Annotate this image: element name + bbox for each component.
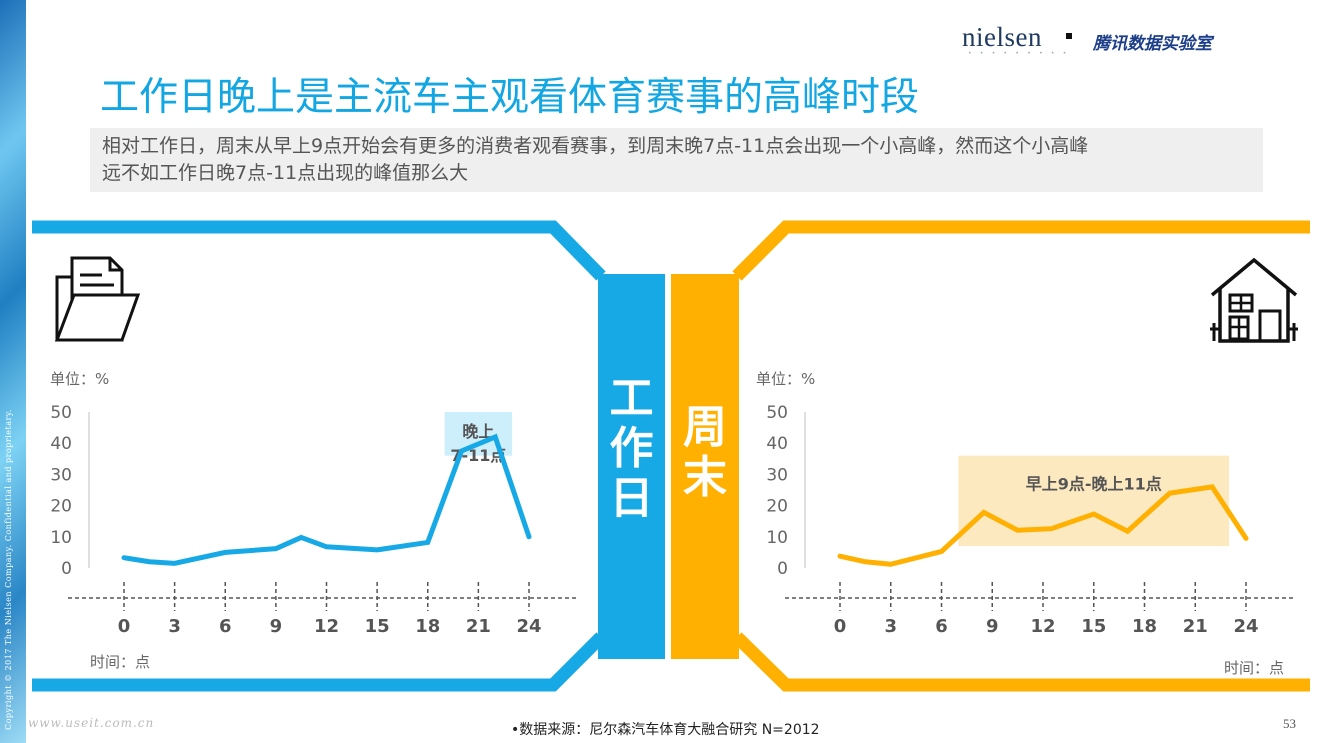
weekend-x-tick-label: 3: [884, 616, 897, 637]
weekend-data-point: [1168, 491, 1172, 495]
weekday-x-tick-label: 18: [415, 616, 440, 637]
weekday-x-axis-title: 时间：点: [90, 653, 151, 671]
weekday-x-tick-label: 3: [168, 616, 181, 637]
tencent-data-lab-logo: 腾讯数据实验室: [1093, 34, 1212, 54]
page-title: 工作日晚上是主流车主观看体育赛事的高峰时段: [100, 75, 920, 120]
weekend-x-tick-label: 6: [935, 616, 948, 637]
weekend-label: 周末: [683, 402, 727, 503]
weekend-frame-top: [732, 220, 1310, 281]
weekend-x-axis-title: 时间：点: [1224, 659, 1285, 677]
house-icon: [1210, 257, 1298, 343]
weekend-x-tick-label: 12: [1030, 616, 1055, 637]
weekend-y-tick-label: 30: [766, 465, 788, 485]
weekend-x-tick-label: 0: [834, 616, 847, 637]
weekday-x-tick-label: 24: [516, 616, 541, 637]
weekend-series-line: [837, 484, 1249, 567]
weekday-data-point: [173, 561, 177, 565]
subtitle-box: 相对工作日，周末从早上9点开始会有更多的消费者观看赛事，到周末晚7点-11点会出…: [90, 128, 1263, 192]
weekend-data-point: [889, 562, 893, 566]
weekday-series-line: [121, 433, 532, 566]
decorative-strip: [0, 0, 26, 743]
weekday-x-tick-label: 9: [270, 616, 283, 637]
weekend-data-point: [1092, 512, 1096, 516]
weekend-center-bar: [671, 274, 739, 659]
weekend-frame-bottom: [732, 632, 1310, 692]
folder-document-icon: [54, 256, 141, 342]
weekend-data-point: [940, 549, 943, 553]
weekday-highlight-label-line1: 晚上: [462, 422, 494, 441]
weekday-data-point: [299, 535, 303, 539]
weekend-data-point: [1049, 527, 1053, 531]
weekend-data-point: [982, 510, 986, 514]
weekday-data-point: [274, 547, 278, 551]
weekday-data-point: [426, 540, 430, 544]
weekday-data-point: [147, 560, 151, 564]
data-source-note: •数据来源：尼尔森汽车体育大融合研究 N=2012: [511, 722, 820, 738]
weekend-x-tick-label: 9: [986, 616, 999, 637]
nielsen-logo-dots: • • • • • • • • •: [968, 50, 1070, 57]
weekend-highlight-label: 早上9点-晚上11点: [1026, 475, 1162, 494]
weekend-data-point: [1244, 536, 1248, 540]
weekday-y-tick-label: 0: [61, 559, 72, 579]
weekday-y-tick-label: 10: [50, 528, 72, 548]
weekend-y-tick-label: 50: [766, 403, 788, 423]
weekday-center-bar: [598, 274, 665, 659]
weekend-y-tick-label: 10: [766, 528, 788, 548]
weekend-x-tick-label: 15: [1081, 616, 1106, 637]
weekend-x-tick-label: 18: [1132, 616, 1157, 637]
weekend-y-tick-label: 20: [766, 497, 788, 517]
weekday-y-tick-label: 50: [50, 403, 72, 423]
weekday-frame-bottom: [32, 632, 606, 692]
weekday-unit-label: 单位：%: [50, 370, 110, 388]
watermark: www.useit.com.cn: [28, 716, 155, 730]
weekday-x-tick-label: 21: [466, 616, 491, 637]
subtitle-line-1: 相对工作日，周末从早上9点开始会有更多的消费者观看赛事，到周末晚7点-11点会出…: [102, 135, 1089, 157]
weekend-y-tick-label: 40: [766, 434, 788, 454]
page-number: 53: [1283, 716, 1296, 731]
weekday-data-point: [460, 449, 463, 453]
weekday-label: 工作日: [609, 373, 654, 524]
subtitle-line-2: 远不如工作日晚7点-11点出现的峰值那么大: [102, 162, 469, 184]
weekend-x-tick-label: 24: [1233, 616, 1258, 637]
weekday-data-point: [223, 550, 227, 554]
weekday-data-point: [325, 545, 328, 549]
weekend-highlight-box: [958, 455, 1230, 547]
weekday-data-point: [122, 556, 126, 560]
weekday-frame-top: [32, 220, 606, 281]
weekend-data-point: [863, 560, 867, 564]
weekend-data-point: [1210, 485, 1214, 489]
weekend-data-point: [1126, 529, 1130, 533]
weekend-data-point: [1016, 528, 1020, 532]
weekday-y-tick-label: 30: [50, 465, 72, 485]
weekday-y-tick-label: 20: [50, 497, 72, 517]
weekday-data-point: [375, 548, 379, 552]
weekday-x-tick-label: 12: [314, 616, 339, 637]
nielsen-logo: nielsen: [962, 22, 1042, 52]
weekday-x-tick-label: 15: [365, 616, 390, 637]
weekday-x-tick-label: 6: [219, 616, 232, 637]
weekday-data-point: [493, 435, 497, 439]
weekend-data-point: [838, 554, 842, 558]
weekday-data-point: [527, 535, 531, 539]
weekday-x-tick-label: 0: [118, 616, 131, 637]
weekend-x-tick-label: 21: [1183, 616, 1208, 637]
weekend-y-tick-label: 0: [777, 559, 788, 579]
logo-separator: [1066, 33, 1072, 39]
weekend-unit-label: 单位：%: [756, 370, 816, 388]
weekday-y-tick-label: 40: [50, 434, 72, 454]
